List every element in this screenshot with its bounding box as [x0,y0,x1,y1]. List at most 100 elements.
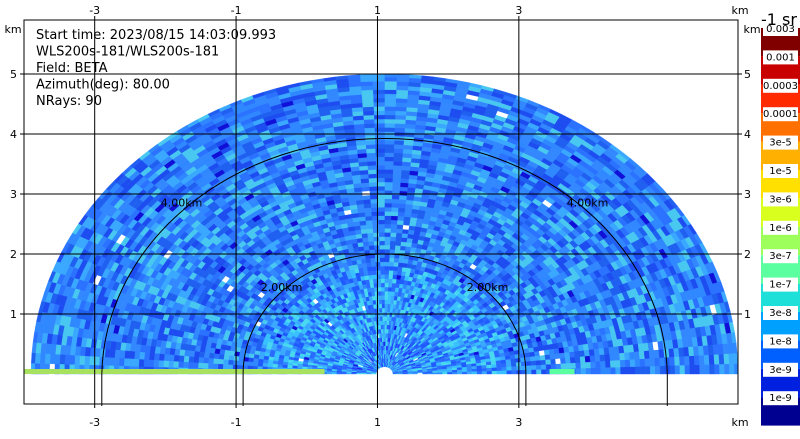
field-cell [571,363,576,369]
field-cell [385,111,396,115]
field-cell [359,170,368,175]
field-cell [381,287,385,291]
field-cell [385,203,392,207]
field-cell [387,304,390,308]
field-cell [366,149,375,154]
field-cell [397,267,402,272]
field-cell [370,258,375,263]
field-cell [502,367,507,371]
field-cell [362,98,374,103]
field-cell [391,207,398,212]
field-cell [526,365,531,370]
field-cell [477,368,482,371]
field-cell [369,186,377,191]
field-cell [385,258,390,262]
field-cell [581,368,586,374]
field-cell [385,308,388,312]
field-cell [402,229,408,234]
field-cell [396,94,408,99]
field-cell [373,85,385,89]
field-cell [385,279,389,283]
field-cell [565,357,571,363]
field-cell [576,368,581,374]
field-cell [394,250,400,255]
field-cell [715,364,720,374]
field-cell [532,370,537,375]
field-cell [373,90,385,94]
field-cell [377,199,384,203]
field-cell [361,187,369,192]
field-cell [527,370,532,374]
field-cell [566,363,571,369]
field-cell [373,279,377,284]
field-cell [385,291,388,295]
field-cell [373,102,384,106]
field-cell [385,98,396,102]
field-cell [689,356,695,365]
field-cell [709,355,715,365]
field-cell [385,274,389,278]
field-cell [502,370,507,374]
field-cell [625,359,630,367]
field-cell [385,195,392,199]
field-cell [391,220,398,225]
field-cell [512,366,517,370]
field-cell [367,233,373,238]
field-cell [382,308,385,312]
field-cell [387,300,390,304]
field-cell [719,354,725,364]
field-cell [590,355,596,362]
field-cell [365,258,370,263]
field-cell [374,123,384,127]
field-cell [394,153,403,158]
field-cell [477,371,482,374]
field-cell [368,170,377,175]
field-cell [401,174,410,179]
field-cell [376,157,385,161]
field-cell [536,360,541,365]
field-cell [645,358,650,366]
field-cell [462,372,467,374]
field-cell [472,371,477,374]
field-cell [369,182,377,187]
field-cell [710,364,715,374]
field-cell [390,249,395,253]
field-cell [385,262,390,266]
field-cell [555,358,560,364]
field-cell [699,355,705,365]
field-cell [560,358,566,364]
field-cell [396,98,408,103]
field-cell [526,361,531,366]
field-cell [380,270,384,274]
field-cell [379,228,385,232]
field-cell [624,352,630,360]
field-cell [447,372,452,374]
field-cell [385,85,397,89]
field-cell [380,274,384,278]
field-cell [373,81,385,85]
field-cell [401,170,410,175]
field-cell [379,232,385,236]
field-cell [536,365,541,370]
field-cell [391,287,395,292]
field-cell [397,220,404,225]
field-cell [512,370,517,374]
field-cell [392,178,400,183]
field-cell [395,119,406,124]
field-cell [400,187,408,192]
field-cell [561,363,566,369]
field-cell [365,216,372,221]
field-cell [364,123,375,128]
field-cell [619,353,625,360]
field-cell [396,90,408,95]
field-cell [556,364,561,369]
field-cell [379,237,385,241]
field-cell [388,279,392,283]
field-cell [398,258,403,263]
field-cell [679,356,685,365]
field-cell [645,366,650,374]
field-cell [374,111,385,115]
field-cell [374,127,384,131]
field-cell [669,357,675,366]
